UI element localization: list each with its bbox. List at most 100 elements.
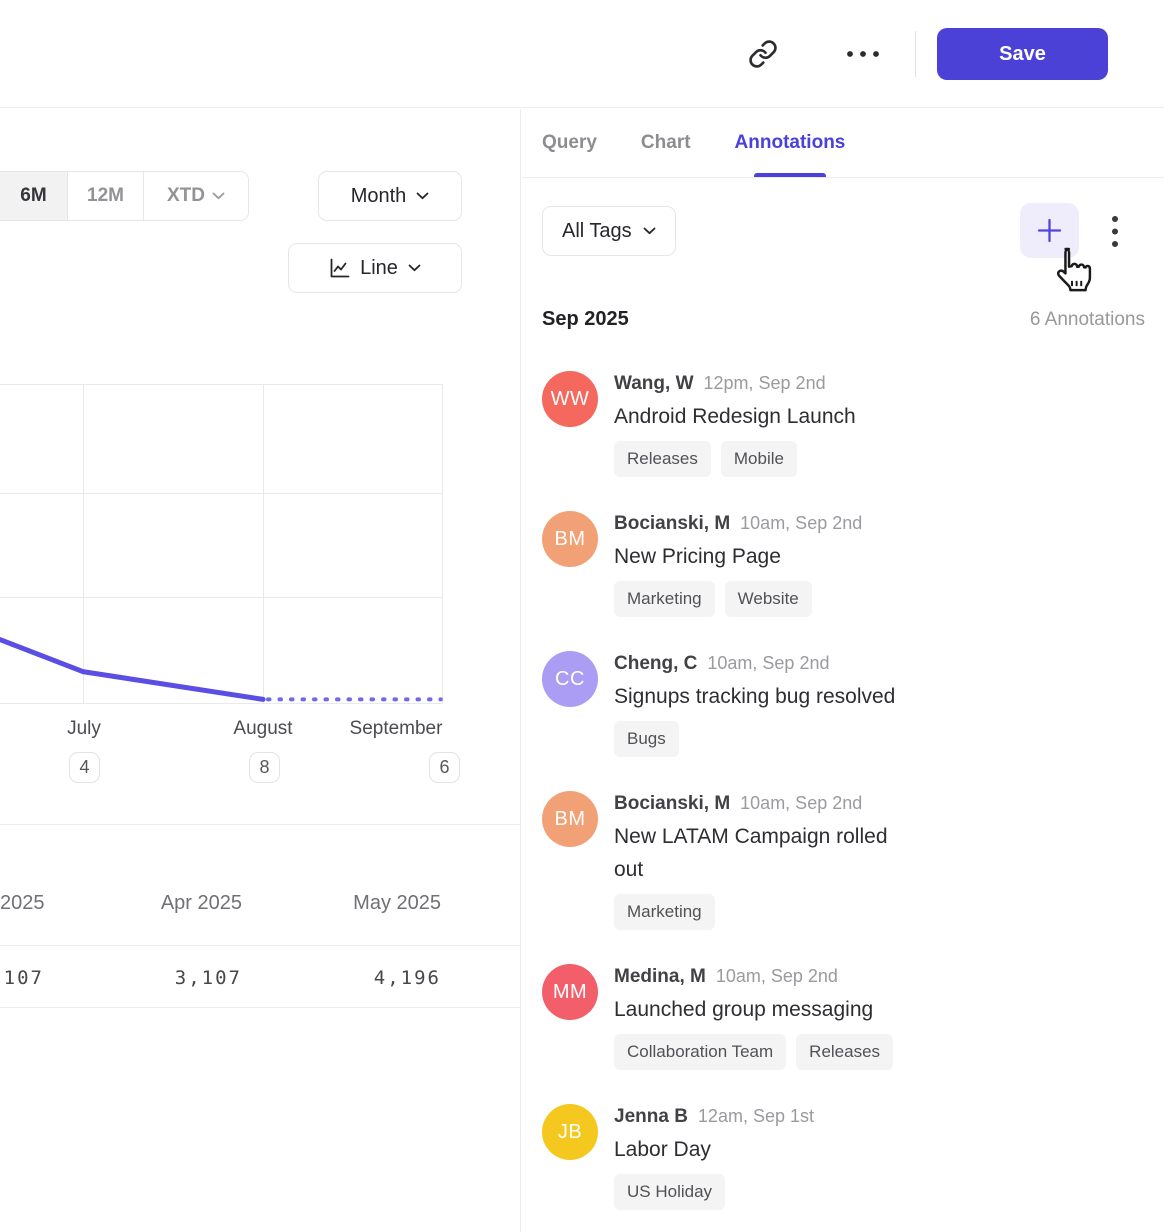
chart-type-dropdown[interactable]: Line <box>288 243 462 293</box>
tag-pill[interactable]: Website <box>724 581 812 617</box>
annotations-menu-button[interactable] <box>1100 209 1130 254</box>
annotation-count-badge-august[interactable]: 8 <box>249 752 280 783</box>
annotation-meta: Bocianski, M 10am, Sep 2nd <box>614 791 904 815</box>
annotation-title: New Pricing Page <box>614 545 781 568</box>
trend-chart-svg <box>0 384 443 704</box>
tab-annotations[interactable]: Annotations <box>734 109 846 177</box>
tag-pill[interactable]: Mobile <box>720 441 797 477</box>
tab-chart[interactable]: Chart <box>641 109 691 177</box>
annotation-count-badge-september[interactable]: 6 <box>429 752 460 783</box>
chain-link-icon <box>749 40 777 68</box>
annotation-tags: Marketing <box>614 894 904 930</box>
tab-query-label: Query <box>542 132 597 153</box>
range-12m-button[interactable]: 12M <box>67 172 143 220</box>
tag-pill[interactable]: Collaboration Team <box>614 1034 787 1070</box>
annotation-group-title: Sep 2025 <box>542 308 629 330</box>
tag-filter-label: All Tags <box>562 219 632 242</box>
header-divider <box>915 31 916 77</box>
annotation-body: Medina, M 10am, Sep 2nd Launched group m… <box>614 964 894 1070</box>
active-tab-underline <box>753 173 826 177</box>
chart-type-label: Line <box>360 256 398 279</box>
annotation-count-badge-july[interactable]: 4 <box>69 752 100 783</box>
annotation-body: Wang, W 12pm, Sep 2nd Android Redesign L… <box>614 371 856 477</box>
tag-pill[interactable]: Releases <box>796 1034 894 1070</box>
annotation-item[interactable]: JB Jenna B 12am, Sep 1st Labor Day US Ho… <box>542 1104 1145 1210</box>
table-value-col2: 3,107 <box>174 967 242 989</box>
annotation-item[interactable]: BM Bocianski, M 10am, Sep 2nd New Pricin… <box>542 511 1145 617</box>
annotation-tags: Collaboration Team Releases <box>614 1034 894 1070</box>
annotation-body: Bocianski, M 10am, Sep 2nd New LATAM Cam… <box>614 791 904 930</box>
annotation-author: Bocianski, M <box>614 513 731 534</box>
annotation-body: Cheng, C 10am, Sep 2nd Signups tracking … <box>614 651 895 757</box>
annotation-timestamp: 12am, Sep 1st <box>697 1106 814 1126</box>
annotation-item[interactable]: MM Medina, M 10am, Sep 2nd Launched grou… <box>542 964 1145 1070</box>
tag-pill[interactable]: Marketing <box>614 581 715 617</box>
line-chart-icon <box>330 258 350 278</box>
chevron-down-icon <box>416 192 429 200</box>
trend-chart[interactable] <box>0 384 443 704</box>
chart-panel: 6M 12M XTD Month Line <box>0 109 521 1232</box>
table-header-col2: Apr 2025 <box>160 892 242 914</box>
annotation-item[interactable]: BM Bocianski, M 10am, Sep 2nd New LATAM … <box>542 791 1145 930</box>
chevron-down-icon <box>408 264 421 272</box>
annotation-meta: Bocianski, M 10am, Sep 2nd <box>614 511 862 535</box>
chevron-down-icon <box>212 192 225 200</box>
annotation-timestamp: 12pm, Sep 2nd <box>703 373 826 393</box>
annotation-title: Labor Day <box>614 1138 711 1161</box>
annotation-author: Medina, M <box>614 966 706 987</box>
range-xtd-button[interactable]: XTD <box>143 172 248 220</box>
plus-icon <box>1037 218 1062 243</box>
tag-pill[interactable]: Bugs <box>614 721 679 757</box>
inspector-panel: Query Chart Annotations All Tags Sep 202… <box>522 109 1164 1232</box>
chevron-down-icon <box>643 227 656 235</box>
top-bar: Save <box>0 0 1164 108</box>
annotation-title: New LATAM Campaign rolled out <box>614 825 888 881</box>
annotation-body: Bocianski, M 10am, Sep 2nd New Pricing P… <box>614 511 862 617</box>
tag-pill[interactable]: Releases <box>614 441 711 477</box>
range-6m-button[interactable]: 6M <box>0 172 67 220</box>
divider <box>0 1007 520 1008</box>
annotation-timestamp: 10am, Sep 2nd <box>740 793 863 813</box>
horizontal-ellipsis-icon <box>847 51 879 57</box>
table-value-col1: 107 <box>3 967 44 989</box>
annotation-group-count: 6 Annotations <box>1029 309 1145 330</box>
range-12m-label: 12M <box>87 185 124 206</box>
annotation-author: Bocianski, M <box>614 793 731 814</box>
annotation-timestamp: 10am, Sep 2nd <box>707 653 830 673</box>
annotation-tags: Releases Mobile <box>614 441 856 477</box>
annotation-title: Android Redesign Launch <box>614 405 856 428</box>
table-header-col1: 2025 <box>0 892 45 914</box>
divider <box>0 945 520 946</box>
tab-query[interactable]: Query <box>542 109 597 177</box>
annotation-item[interactable]: WW Wang, W 12pm, Sep 2nd Android Redesig… <box>542 371 1145 477</box>
annotation-tags: US Holiday <box>614 1174 814 1210</box>
tag-filter-dropdown[interactable]: All Tags <box>542 206 676 256</box>
annotation-item[interactable]: CC Cheng, C 10am, Sep 2nd Signups tracki… <box>542 651 1145 757</box>
annotation-title: Launched group messaging <box>614 998 874 1021</box>
more-options-button[interactable] <box>840 42 886 66</box>
save-button[interactable]: Save <box>937 28 1108 80</box>
avatar: MM <box>542 964 598 1020</box>
avatar: BM <box>542 511 598 567</box>
table-value-col3: 4,196 <box>373 967 441 989</box>
annotation-timestamp: 10am, Sep 2nd <box>740 513 863 533</box>
annotation-list: WW Wang, W 12pm, Sep 2nd Android Redesig… <box>542 371 1145 1232</box>
annotation-timestamp: 10am, Sep 2nd <box>715 966 838 986</box>
granularity-dropdown[interactable]: Month <box>318 171 462 221</box>
tag-pill[interactable]: US Holiday <box>614 1174 726 1210</box>
annotation-meta: Jenna B 12am, Sep 1st <box>614 1104 814 1128</box>
annotation-meta: Medina, M 10am, Sep 2nd <box>614 964 893 988</box>
date-range-segmented-control: 6M 12M XTD <box>0 171 249 221</box>
add-annotation-button[interactable] <box>1020 203 1079 258</box>
annotation-tags: Bugs <box>614 721 895 757</box>
tab-chart-label: Chart <box>640 132 691 153</box>
granularity-label: Month <box>350 184 407 207</box>
tab-annotations-label: Annotations <box>734 132 846 153</box>
share-link-button[interactable] <box>744 36 782 72</box>
tag-pill[interactable]: Marketing <box>614 894 715 930</box>
range-xtd-label: XTD <box>167 185 205 206</box>
x-axis-label-september: September <box>349 718 443 739</box>
avatar: CC <box>542 651 598 707</box>
annotation-meta: Wang, W 12pm, Sep 2nd <box>614 371 856 395</box>
